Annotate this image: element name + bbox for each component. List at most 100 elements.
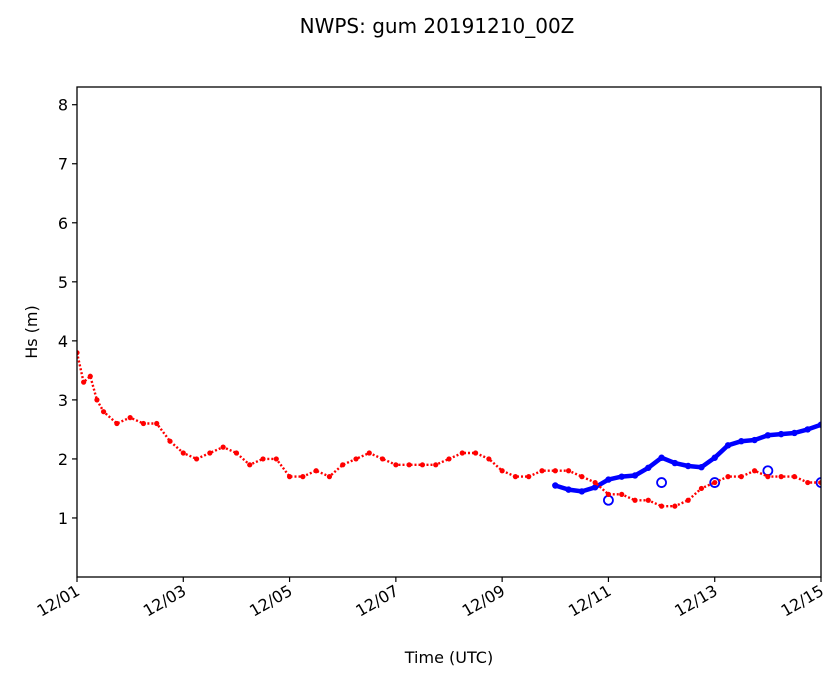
buoy-point bbox=[698, 485, 705, 492]
y-tick-label: 5 bbox=[58, 273, 68, 292]
buoy-point bbox=[725, 474, 731, 480]
buoy-point bbox=[552, 468, 558, 474]
buoy-point bbox=[87, 373, 93, 379]
buoy-point bbox=[406, 462, 412, 468]
buoy-point bbox=[738, 474, 744, 480]
buoy-point bbox=[379, 456, 386, 462]
x-axis-label: Time (UTC) bbox=[404, 648, 493, 667]
buoy-point bbox=[539, 468, 545, 474]
y-axis: 1 2 3 4 5 6 7 8 bbox=[58, 96, 77, 528]
buoy-point bbox=[193, 456, 200, 462]
verification-marker bbox=[709, 477, 721, 488]
buoy-point bbox=[645, 497, 651, 503]
buoy-point bbox=[459, 450, 465, 456]
buoy-point bbox=[605, 491, 612, 497]
buoy-point bbox=[220, 444, 226, 450]
buoy-point bbox=[247, 462, 253, 468]
buoy-point bbox=[486, 456, 492, 462]
buoy-point bbox=[791, 474, 798, 480]
x-tick-label: 12/09 bbox=[459, 581, 508, 621]
buoy-point bbox=[300, 474, 306, 480]
verification-marker bbox=[656, 477, 667, 488]
buoy-point bbox=[512, 474, 519, 480]
model-point bbox=[645, 464, 652, 471]
model-point bbox=[817, 421, 821, 428]
buoy-point bbox=[632, 497, 638, 503]
model-point bbox=[738, 438, 745, 445]
buoy-point bbox=[778, 474, 784, 480]
y-tick-label: 7 bbox=[58, 155, 68, 174]
x-axis: 12/01 12/03 12/05 12/07 12/09 12/11 12/13 12/15 bbox=[34, 577, 827, 621]
model-point bbox=[764, 432, 772, 439]
model-point bbox=[791, 429, 798, 437]
buoy-point bbox=[286, 474, 293, 480]
verification-marker bbox=[815, 477, 821, 488]
y-tick-label: 8 bbox=[58, 96, 68, 115]
model-point bbox=[565, 486, 572, 493]
plot-area-frame bbox=[76, 86, 822, 578]
x-tick-label: 12/07 bbox=[352, 581, 401, 621]
x-tick-label: 12/01 bbox=[34, 581, 83, 621]
model-point bbox=[711, 454, 718, 461]
model-point bbox=[552, 482, 559, 489]
y-axis-label: Hs (m) bbox=[22, 305, 41, 359]
buoy-point bbox=[685, 497, 691, 503]
buoy-point bbox=[81, 379, 87, 385]
model-point bbox=[605, 476, 612, 483]
model-point bbox=[591, 484, 599, 491]
buoy-point bbox=[592, 479, 598, 486]
x-tick-label: 12/11 bbox=[565, 581, 614, 621]
model-point bbox=[751, 436, 758, 444]
buoy-point bbox=[313, 468, 319, 474]
buoy-point bbox=[419, 462, 426, 468]
buoy-point bbox=[565, 468, 572, 474]
buoy-point bbox=[100, 409, 107, 415]
buoy-point bbox=[579, 474, 585, 480]
buoy-point bbox=[180, 450, 186, 456]
buoy-point bbox=[167, 438, 173, 444]
model-point bbox=[658, 454, 665, 461]
buoy-point bbox=[154, 420, 160, 427]
x-tick-label: 12/03 bbox=[140, 581, 189, 621]
buoy-point bbox=[499, 468, 505, 474]
buoy-point bbox=[751, 468, 758, 474]
buoy-point bbox=[658, 503, 665, 509]
buoy-point bbox=[233, 450, 240, 456]
buoy-point bbox=[127, 415, 133, 421]
y-tick-label: 2 bbox=[58, 450, 68, 469]
buoy-point bbox=[353, 456, 359, 462]
buoy-point bbox=[619, 491, 625, 497]
y-tick-label: 6 bbox=[58, 214, 68, 233]
y-tick-label: 4 bbox=[58, 332, 68, 351]
x-tick-label: 12/13 bbox=[671, 581, 720, 621]
buoy-point bbox=[340, 462, 346, 468]
buoy-point bbox=[207, 450, 213, 456]
buoy-point bbox=[805, 479, 811, 486]
x-tick-label: 12/05 bbox=[246, 581, 295, 621]
model-point bbox=[684, 462, 692, 470]
buoy-point bbox=[672, 503, 678, 509]
buoy-point bbox=[326, 474, 333, 480]
chart-title: NWPS: gum 20191210_00Z bbox=[300, 14, 575, 38]
buoy-point bbox=[765, 474, 771, 480]
buoy-point bbox=[446, 456, 452, 462]
buoy-point bbox=[273, 456, 279, 462]
model-point bbox=[631, 472, 639, 479]
buoy-point bbox=[526, 474, 532, 480]
model-point bbox=[777, 430, 785, 438]
y-tick-label: 1 bbox=[58, 509, 68, 528]
buoy-point bbox=[260, 456, 266, 462]
model-point bbox=[671, 459, 679, 467]
buoy-point bbox=[433, 462, 439, 468]
y-tick-label: 3 bbox=[58, 391, 68, 410]
model-point bbox=[804, 426, 811, 433]
buoy-point bbox=[393, 462, 399, 468]
x-tick-label: 12/15 bbox=[778, 581, 827, 621]
verification-marker bbox=[603, 494, 614, 506]
model-point bbox=[724, 442, 732, 449]
buoy-point bbox=[712, 479, 718, 486]
buoy-point bbox=[94, 397, 100, 403]
model-point bbox=[618, 473, 625, 480]
model-point bbox=[578, 488, 586, 495]
